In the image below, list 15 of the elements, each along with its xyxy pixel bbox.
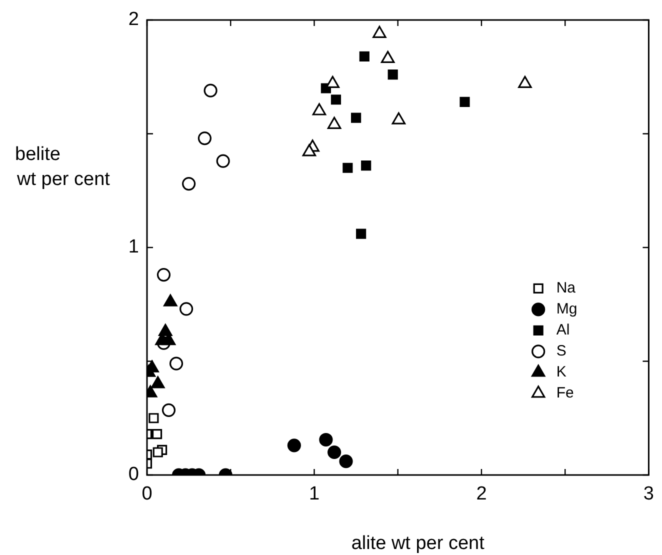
x-tick-label: 1 <box>308 484 320 505</box>
legend-label: Na <box>556 280 576 297</box>
x-axis-title: alite wt per cent <box>351 533 486 554</box>
legend-label: Al <box>556 322 570 339</box>
y-tick-label: 0 <box>128 464 139 486</box>
x-tick-label: 2 <box>476 484 487 505</box>
y-axis-title: belite wt per cent <box>15 144 111 190</box>
legend-label: S <box>556 342 566 360</box>
y-tick-label: 2 <box>128 9 139 30</box>
x-tick-label: 3 <box>643 484 654 505</box>
x-tick-label: 0 <box>142 484 152 505</box>
legend-label: Fe <box>556 384 574 402</box>
y-tick-label: 1 <box>128 236 139 258</box>
legend-label: K <box>556 364 566 381</box>
legend-label: Mg <box>556 300 578 318</box>
